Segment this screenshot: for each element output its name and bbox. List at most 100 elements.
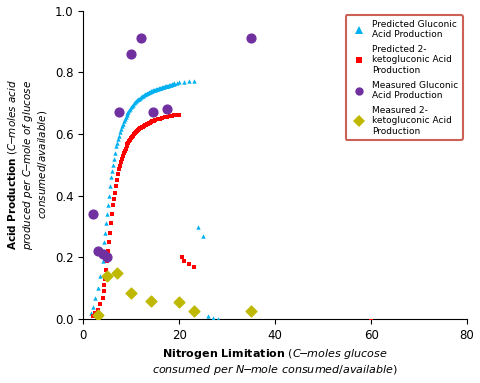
Point [108,221,115,227]
Point [204,313,212,319]
Point [148,119,156,125]
Point [156,85,164,91]
Point [135,126,143,133]
Point [124,110,132,116]
Point [104,254,111,260]
Point [149,88,156,94]
Point [118,123,126,129]
Point [168,113,176,119]
Point [164,82,172,88]
Point [377,319,384,325]
Point [107,183,114,190]
Y-axis label: $\mathbf{Acid\ Production}$ $(C\!\!-\!\!moles\ acid$
$produced\ per\ C\!\!-\!\!m: $\mathbf{Acid\ Production}$ $(C\!\!-\!\!… [6,79,49,250]
Point [102,276,109,282]
Point [140,92,148,98]
Point [109,202,117,208]
Point [138,124,146,130]
Point [166,113,174,119]
Point [199,233,207,239]
Point [115,133,123,139]
Point [129,134,136,140]
Point [92,295,99,301]
Point [100,248,108,254]
Point [126,107,133,113]
Point [377,319,384,325]
Point [99,257,107,264]
Point [148,88,156,94]
Point [161,83,169,90]
Point [144,120,152,126]
Point [101,239,108,245]
Point [185,260,192,267]
Point [133,128,141,134]
Point [142,122,150,128]
Point [121,116,129,122]
Point [171,80,179,87]
Point [115,167,123,173]
Point [173,113,181,119]
Point [104,211,111,217]
Point [150,118,157,124]
Point [138,93,146,100]
Point [150,87,157,93]
Point [185,78,192,84]
Point [137,125,145,131]
Point [96,273,104,279]
Point [367,318,375,324]
Point [110,155,118,162]
Point [87,310,95,316]
Point [118,155,126,162]
Point [178,254,186,260]
Point [190,308,197,314]
Point [106,239,113,245]
Point [137,35,145,41]
Point [89,304,97,310]
Point [132,99,139,105]
Point [147,88,155,95]
Point [146,89,154,95]
Point [96,301,104,307]
Point [116,163,124,169]
Point [167,82,175,88]
Legend: Predicted Gluconic
Acid Production, Predicted 2-
ketogluconic Acid
Production, M: Predicted Gluconic Acid Production, Pred… [346,15,463,140]
Point [151,87,158,93]
Point [166,82,174,88]
Point [121,147,129,154]
Point [113,270,121,276]
Point [130,133,137,139]
Point [111,190,119,196]
Point [89,211,97,217]
Point [116,109,123,115]
Point [103,267,110,273]
Point [142,91,150,97]
Point [143,121,151,127]
Point [136,125,144,131]
Point [113,140,121,146]
Point [160,84,168,90]
Point [158,84,166,90]
Point [140,123,148,129]
Point [94,248,102,254]
Point [119,121,127,127]
Point [162,83,170,89]
Point [154,86,161,92]
Point [123,143,131,149]
Point [141,122,149,128]
Point [154,116,162,122]
Point [134,97,142,103]
Point [176,299,183,305]
Point [367,318,375,324]
Point [190,264,197,270]
Point [143,90,151,97]
Point [146,119,154,126]
Point [133,97,141,103]
Point [104,273,111,279]
Point [164,106,171,112]
Point [94,285,102,291]
Point [156,85,163,92]
Point [122,114,130,120]
Point [149,109,157,115]
Point [113,177,121,183]
Point [99,295,107,301]
Point [119,152,127,159]
